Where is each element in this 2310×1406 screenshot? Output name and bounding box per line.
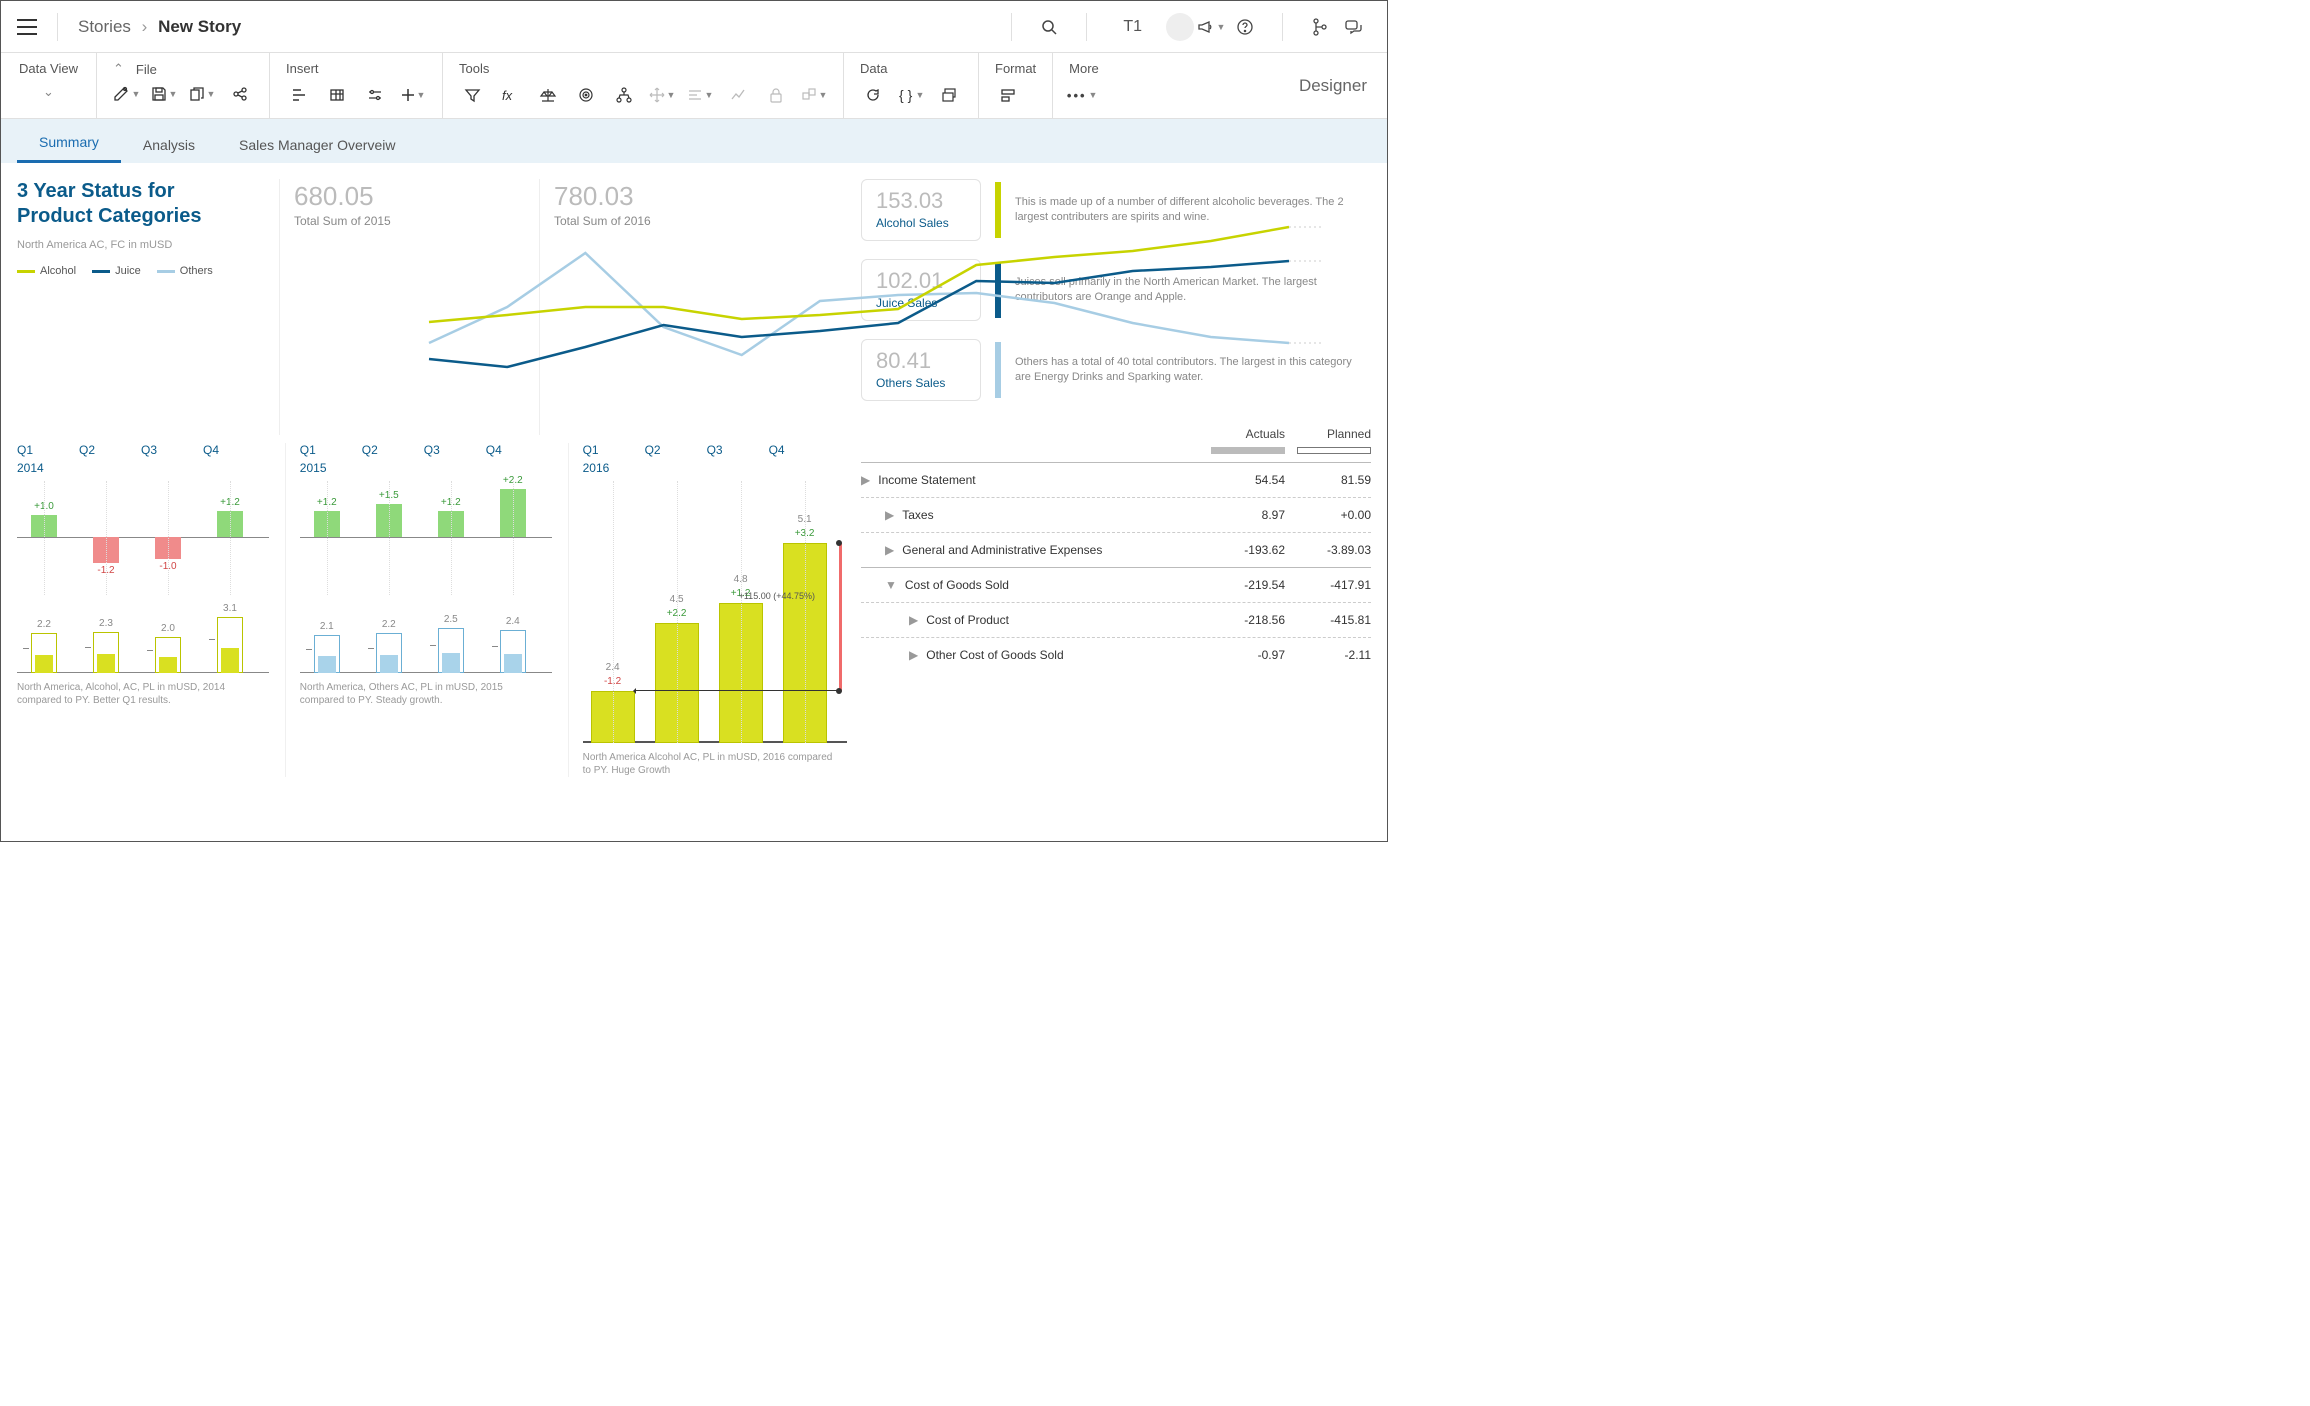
data-view-toggle[interactable]: Data View ⌄ xyxy=(1,53,97,118)
lock-icon[interactable] xyxy=(763,82,789,108)
breadcrumb-parent[interactable]: Stories xyxy=(78,17,131,36)
settings-icon[interactable]: ▼ xyxy=(113,81,139,107)
target-icon[interactable] xyxy=(573,82,599,108)
tools-label: Tools xyxy=(459,61,827,76)
format-icon[interactable] xyxy=(995,82,1021,108)
scale-icon[interactable] xyxy=(535,82,561,108)
link-icon[interactable]: ▼ xyxy=(801,82,827,108)
megaphone-icon[interactable]: ▼ xyxy=(1198,14,1224,40)
copy-icon[interactable]: ▼ xyxy=(189,81,215,107)
line-chart[interactable] xyxy=(689,179,847,435)
move-icon[interactable]: ▼ xyxy=(649,82,675,108)
object-tree-icon[interactable] xyxy=(1307,14,1333,40)
more-icon[interactable]: •••▼ xyxy=(1069,82,1095,108)
format-label: Format xyxy=(995,61,1036,76)
tab-summary[interactable]: Summary xyxy=(17,124,121,163)
tab-analysis[interactable]: Analysis xyxy=(121,127,217,163)
table-row[interactable]: ▶Cost of Product-218.56-415.81 xyxy=(861,602,1371,637)
legend-swatch-others xyxy=(157,270,175,273)
fx-icon[interactable]: fx xyxy=(497,82,523,108)
chart-legend: Alcohol Juice Others xyxy=(17,265,271,277)
breadcrumb-current: New Story xyxy=(158,17,241,36)
svg-text:{ }: { } xyxy=(899,87,913,103)
avatar[interactable] xyxy=(1166,13,1194,41)
chart-title: 3 Year Status forProduct Categories xyxy=(17,179,271,229)
tenant-label: T1 xyxy=(1123,18,1142,36)
financial-table[interactable]: Actuals Planned ▶Income Statement54.5481… xyxy=(861,423,1371,672)
refresh-icon[interactable] xyxy=(860,82,886,108)
small-chart-2015[interactable]: Q1Q2Q3Q4 2015 +1.2+1.5+1.2+2.2 2.12.22.5… xyxy=(286,443,569,777)
chart-subtitle: North America AC, FC in mUSD xyxy=(17,239,271,251)
actuals-indicator xyxy=(1211,447,1285,454)
table-row[interactable]: ▶Taxes8.97+0.00 xyxy=(861,497,1371,532)
save-icon[interactable]: ▼ xyxy=(151,81,177,107)
designer-label[interactable]: Designer xyxy=(1299,76,1387,96)
chart-title-block: 3 Year Status forProduct Categories Nort… xyxy=(17,179,279,435)
menu-icon[interactable] xyxy=(17,19,37,35)
align-icon[interactable]: ▼ xyxy=(687,82,713,108)
data-label: Data xyxy=(860,61,962,76)
insert-table-icon[interactable] xyxy=(324,82,350,108)
insert-chart-icon[interactable] xyxy=(286,82,312,108)
table-row[interactable]: ▶Income Statement54.5481.59 xyxy=(861,462,1371,497)
more-label: More xyxy=(1069,61,1099,76)
small-chart-2016[interactable]: Q1Q2Q3Q4 2016 2.4-1.24.5+2.24.8+1.25.1+3… xyxy=(569,443,847,777)
tabs: Summary Analysis Sales Manager Overveiw xyxy=(1,119,1387,163)
insert-label: Insert xyxy=(286,61,426,76)
svg-text:fx: fx xyxy=(502,88,513,103)
stack-icon[interactable] xyxy=(936,82,962,108)
table-row[interactable]: ▶Other Cost of Goods Sold-0.97-2.11 xyxy=(861,637,1371,672)
planned-indicator xyxy=(1297,447,1371,454)
toolbar: Data View ⌄ ⌃ File ▼ ▼ ▼ Insert ▼ xyxy=(1,53,1387,119)
search-icon[interactable] xyxy=(1036,14,1062,40)
insert-plus-icon[interactable]: ▼ xyxy=(400,82,426,108)
file-label: File xyxy=(136,62,157,77)
trend-icon[interactable] xyxy=(725,82,751,108)
hierarchy-icon[interactable] xyxy=(611,82,637,108)
sum-2015: 680.05 Total Sum of 2015 xyxy=(279,179,429,435)
legend-swatch-alcohol xyxy=(17,270,35,273)
funnel-icon[interactable] xyxy=(459,82,485,108)
table-row[interactable]: ▶General and Administrative Expenses-193… xyxy=(861,532,1371,567)
tab-sales-manager[interactable]: Sales Manager Overveiw xyxy=(217,127,417,163)
topbar: Stories › New Story T1 ▼ xyxy=(1,1,1387,53)
chat-icon[interactable] xyxy=(1341,14,1367,40)
small-chart-2014[interactable]: Q1Q2Q3Q4 2014 +1.0-1.2-1.0+1.2 2.22.32.0… xyxy=(17,443,286,777)
braces-icon[interactable]: { }▼ xyxy=(898,82,924,108)
legend-swatch-juice xyxy=(92,270,110,273)
breadcrumb: Stories › New Story xyxy=(78,17,241,37)
help-icon[interactable] xyxy=(1232,14,1258,40)
insert-filter-icon[interactable] xyxy=(362,82,388,108)
share-icon[interactable] xyxy=(227,81,253,107)
table-row[interactable]: ▼Cost of Goods Sold-219.54-417.91 xyxy=(861,567,1371,602)
